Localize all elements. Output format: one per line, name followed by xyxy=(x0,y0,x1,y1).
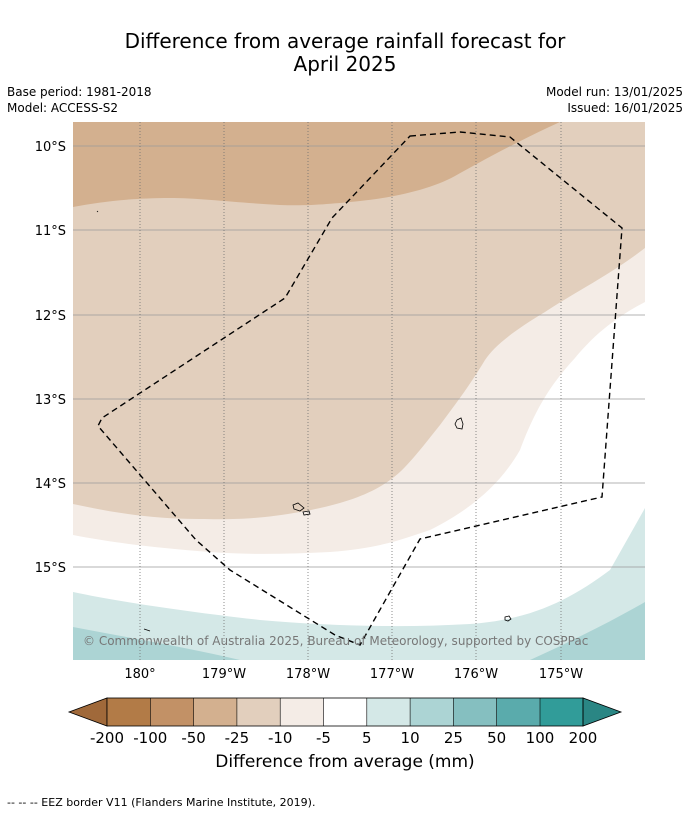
right-metadata: Model run: 13/01/2025 Issued: 16/01/2025 xyxy=(546,84,683,116)
eez-footnote: -- -- -- EEZ border V11 (Flanders Marine… xyxy=(7,796,316,809)
colorbar-title: Difference from average (mm) xyxy=(215,752,475,772)
title-line-2: April 2025 xyxy=(293,52,397,76)
model-run-text: Model run: 13/01/2025 xyxy=(545,85,683,99)
left-metadata: Base period: 1981-2018 Model: ACCESS-S2 xyxy=(7,84,152,116)
lat-label: 14°S xyxy=(35,477,66,492)
rain-band-10-25 xyxy=(73,627,240,660)
issued-text: Issued: 16/01/2025 xyxy=(567,101,683,115)
lon-label: 178°W xyxy=(286,667,330,682)
colorbar-tick: -25 xyxy=(225,729,250,747)
rain-band-minus50-minus25 xyxy=(73,122,560,207)
colorbar-segment xyxy=(410,698,454,726)
colorbar-segment xyxy=(280,698,324,726)
colorbar-frame xyxy=(106,697,584,727)
colorbar-segment xyxy=(496,698,540,726)
colorbar: -200 -100 -50 -25 -10 -5 5 10 25 50 100 … xyxy=(67,697,623,747)
island-outline xyxy=(96,210,99,213)
colorbar-tick: -200 xyxy=(90,729,124,747)
colorbar-dividers xyxy=(150,698,541,726)
colorbar-high-arrow xyxy=(582,697,623,727)
rain-band-minus25-minus10 xyxy=(73,122,645,520)
title-line-1: Difference from average rainfall forecas… xyxy=(124,29,566,53)
colorbar-segment xyxy=(540,698,583,726)
colorbar-segment xyxy=(193,698,237,726)
lat-label: 15°S xyxy=(35,561,66,576)
copyright-text: © Commonwealth of Australia 2025, Bureau… xyxy=(83,634,588,648)
island-outline xyxy=(143,628,151,632)
rain-band-5-10 xyxy=(73,508,645,660)
colorbar-tick: -10 xyxy=(268,729,293,747)
lat-label: 11°S xyxy=(35,224,66,239)
colorbar-tick: -5 xyxy=(316,729,331,747)
colorbar-tick: 10 xyxy=(401,729,420,747)
colorbar-segment xyxy=(236,698,281,726)
island-outline xyxy=(454,417,464,430)
base-period-text: Base period: 1981-2018 xyxy=(7,85,152,99)
colorbar-segment xyxy=(107,698,151,726)
latitude-gridlines xyxy=(73,145,645,568)
colorbar-low-arrow xyxy=(67,697,108,727)
colorbar-tick: 25 xyxy=(444,729,463,747)
colorbar-tick: 5 xyxy=(362,729,372,747)
island-outline xyxy=(302,510,311,516)
lon-label: 177°W xyxy=(370,667,414,682)
colorbar-segment xyxy=(453,698,497,726)
colorbar-segment xyxy=(150,698,194,726)
colorbar-tick: -100 xyxy=(133,729,167,747)
colorbar-tick: -50 xyxy=(181,729,206,747)
lat-label: 13°S xyxy=(35,393,66,408)
island-outline xyxy=(292,502,305,512)
map-title: Difference from average rainfall forecas… xyxy=(0,30,690,76)
island-outline xyxy=(504,615,512,622)
islands xyxy=(96,210,512,632)
latitude-labels: 10°S 11°S 12°S 13°S 14°S 15°S xyxy=(35,140,66,576)
rain-band-10-25-east xyxy=(530,602,645,660)
lon-label: 180° xyxy=(124,667,155,682)
colorbar-tick-labels: -200 -100 -50 -25 -10 -5 5 10 25 50 100 … xyxy=(90,729,597,747)
map-panel: © Commonwealth of Australia 2025, Bureau… xyxy=(73,122,645,660)
model-text: Model: ACCESS-S2 xyxy=(7,101,119,115)
longitude-labels: 180° 179°W 178°W 177°W 176°W 175°W xyxy=(124,667,583,682)
lon-label: 176°W xyxy=(454,667,498,682)
lon-label: 175°W xyxy=(539,667,583,682)
lat-label: 12°S xyxy=(35,309,66,324)
colorbar-tick: 100 xyxy=(526,729,555,747)
eez-border xyxy=(97,131,623,646)
colorbar-segment xyxy=(366,698,411,726)
lon-label: 179°W xyxy=(202,667,246,682)
colorbar-segment xyxy=(323,698,367,726)
colorbar-tick: 200 xyxy=(569,729,598,747)
colorbar-tick: 50 xyxy=(487,729,506,747)
lat-label: 10°S xyxy=(35,140,66,155)
